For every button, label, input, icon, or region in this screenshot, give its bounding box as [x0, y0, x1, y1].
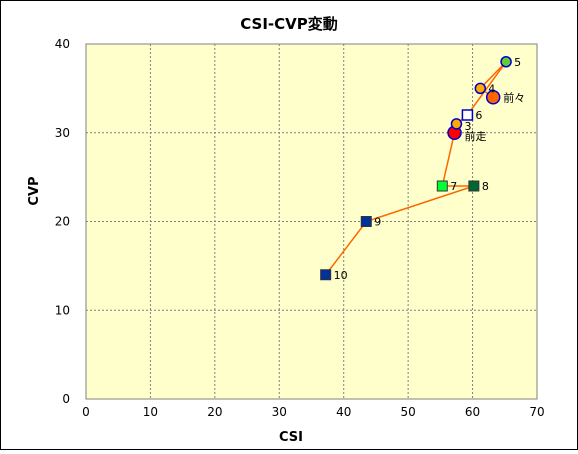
- point-10-marker: [320, 269, 332, 281]
- x-axis-label: CSI: [279, 430, 303, 445]
- point-7-marker: [436, 180, 448, 192]
- y-tick-label: 20: [55, 215, 70, 229]
- point-4-marker: [474, 82, 487, 95]
- point-zenzen-marker: [485, 90, 501, 105]
- point-6-marker: [461, 109, 474, 121]
- x-tick-label: 30: [272, 405, 287, 419]
- x-tick-label: 40: [336, 405, 351, 419]
- point-9-marker: [360, 216, 372, 227]
- point-4-label: 4: [488, 82, 495, 95]
- y-axis-label: CVP: [27, 176, 42, 205]
- point-9-label: 9: [374, 216, 381, 229]
- y-tick-label: 30: [55, 126, 70, 140]
- x-tick-label: 20: [207, 405, 222, 419]
- point-5-marker: [500, 56, 512, 68]
- point-3-label: 3: [464, 120, 471, 133]
- point-10-label: 10: [334, 269, 348, 282]
- point-6-label: 6: [475, 109, 482, 122]
- point-3-marker: [450, 118, 463, 130]
- ticks-layer: 0 10 20 30 40 50 60 70 0 10 20 30 40: [55, 37, 545, 419]
- marker-layer: [320, 56, 512, 281]
- x-tick-label: 10: [143, 405, 158, 419]
- x-tick-label: 60: [465, 405, 480, 419]
- y-tick-label: 10: [55, 303, 70, 317]
- x-tick-label: 0: [82, 405, 90, 419]
- point-7-label: 7: [450, 180, 457, 193]
- point-8-marker: [468, 180, 480, 192]
- x-tick-label: 50: [401, 405, 416, 419]
- y-tick-label: 0: [62, 392, 70, 406]
- point-zenzen-label: 前々: [503, 90, 525, 104]
- x-tick-label: 70: [529, 405, 544, 419]
- point-5-label: 5: [514, 56, 521, 69]
- point-zenso-label: 前走: [465, 129, 487, 143]
- y-tick-label: 40: [55, 37, 70, 51]
- chart-title: CSI-CVP変動: [240, 15, 338, 33]
- point-8-label: 8: [482, 180, 489, 193]
- grid-layer: [86, 44, 537, 399]
